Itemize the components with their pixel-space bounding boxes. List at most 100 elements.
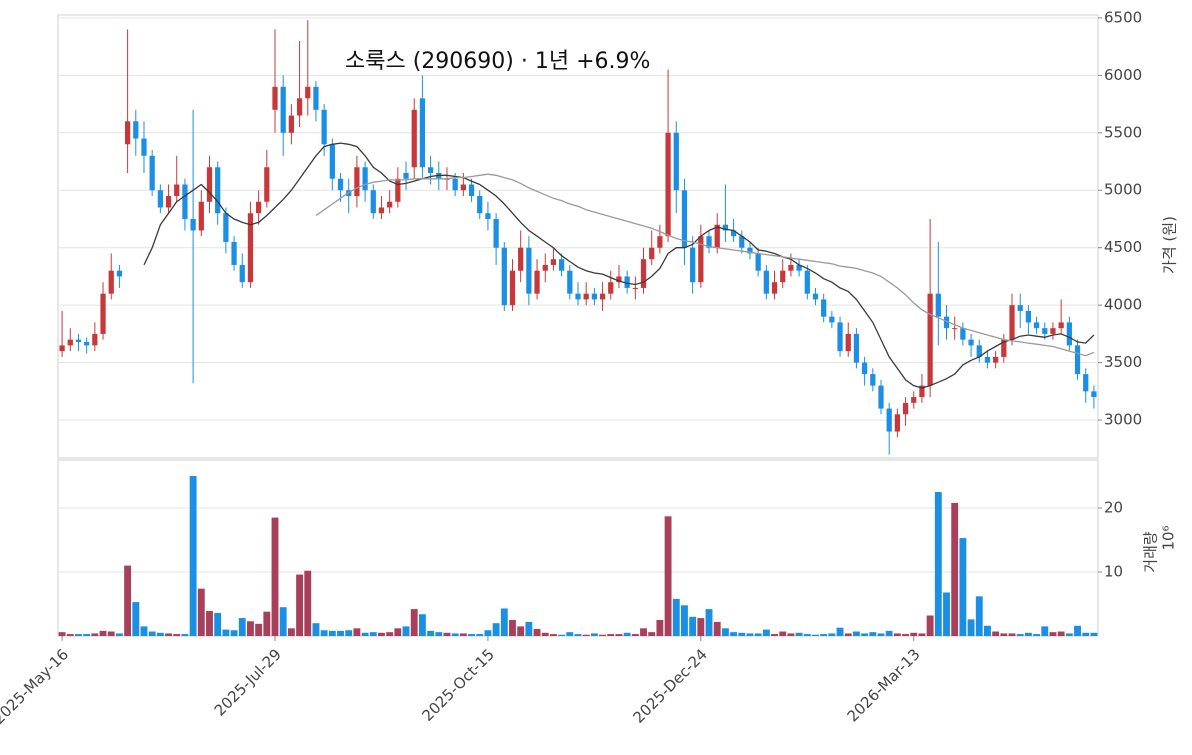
- candle-body: [174, 184, 180, 196]
- volume-bar: [468, 634, 475, 636]
- volume-bar: [558, 634, 566, 636]
- volume-bar: [844, 633, 852, 636]
- candle-body: [730, 230, 737, 237]
- volume-axis-label: 거래량: [1142, 531, 1160, 573]
- volume-bar: [427, 630, 435, 636]
- volume-bar: [492, 623, 500, 636]
- candle-body: [829, 316, 835, 323]
- candle-body: [1083, 374, 1089, 392]
- candle-body: [681, 190, 688, 248]
- candle-body: [1058, 322, 1064, 329]
- candle-body: [313, 86, 319, 110]
- candle-body: [960, 328, 966, 340]
- candle-body: [215, 167, 221, 214]
- volume-bar: [320, 630, 328, 636]
- volume-bar: [771, 634, 778, 636]
- volume-bar: [754, 633, 762, 636]
- candle-body: [378, 207, 385, 214]
- volume-bar: [197, 588, 205, 636]
- volume-bar: [812, 634, 819, 636]
- volume-bar: [279, 607, 287, 636]
- volume-bar: [296, 574, 304, 636]
- volume-bar: [574, 634, 582, 636]
- candle-body: [821, 299, 827, 317]
- candle-body: [206, 167, 213, 202]
- candle-body: [427, 167, 434, 174]
- y-tick-label: 5000: [1104, 181, 1142, 199]
- candle-body: [124, 121, 131, 145]
- candle-body: [133, 121, 139, 139]
- candle-body: [567, 270, 573, 294]
- volume-bar: [353, 628, 361, 636]
- candle-body: [305, 86, 311, 99]
- candle-body: [886, 408, 892, 432]
- volume-bar: [222, 629, 230, 636]
- candle-body: [902, 402, 909, 415]
- volume-bar: [189, 476, 197, 636]
- volume-bar: [83, 634, 91, 636]
- volume-bar: [500, 608, 508, 636]
- candle-body: [804, 270, 810, 294]
- y-tick-label: 20: [1104, 499, 1123, 517]
- volume-bar: [230, 630, 238, 636]
- candle-body: [935, 293, 941, 317]
- volume-bar: [1090, 632, 1098, 636]
- candle-body: [550, 259, 557, 265]
- volume-bar: [689, 616, 697, 636]
- candle-body: [395, 178, 401, 202]
- volume-bar: [214, 612, 222, 636]
- candle-body: [591, 293, 597, 300]
- candle-body: [706, 236, 712, 248]
- volume-bar: [238, 618, 246, 636]
- volume-bar: [247, 621, 254, 636]
- candle-body: [739, 236, 745, 248]
- volume-bar: [304, 570, 312, 636]
- x-tick-label: 2026-Mar-13: [844, 645, 924, 725]
- volume-scale-label: 10⁶: [1160, 525, 1178, 550]
- candle-body: [845, 333, 851, 352]
- candle-body: [92, 333, 98, 346]
- candle-body: [59, 345, 65, 352]
- volume-bar: [951, 502, 959, 636]
- candle-body: [223, 213, 229, 242]
- volume-bar: [648, 632, 656, 636]
- volume-bar: [173, 634, 181, 636]
- candle-body: [763, 270, 769, 294]
- moving-average-line: [315, 173, 1095, 357]
- candle-body: [559, 259, 565, 271]
- candle-body: [477, 195, 483, 214]
- candle-body: [599, 293, 606, 300]
- volume-bar: [893, 633, 901, 636]
- candle-body: [149, 155, 155, 191]
- volume-bar: [681, 605, 688, 636]
- volume-bar: [107, 631, 115, 636]
- volume-bar: [672, 598, 680, 636]
- candle-body: [165, 195, 172, 208]
- volume-bar: [287, 628, 295, 636]
- volume-bar: [869, 632, 877, 636]
- candle-body: [878, 385, 884, 409]
- candle-body: [649, 247, 655, 260]
- volume-bar: [967, 619, 975, 636]
- volume-bar: [746, 633, 754, 636]
- candle-body: [67, 339, 73, 346]
- candle-body: [870, 374, 876, 386]
- volume-bar: [631, 634, 639, 636]
- candle-body: [1066, 322, 1072, 346]
- y-tick-label: 4000: [1104, 296, 1142, 314]
- volume-bar: [607, 634, 615, 636]
- candle-body: [84, 341, 90, 346]
- candle-body: [296, 98, 303, 116]
- volume-bar: [66, 634, 74, 636]
- candle-body: [812, 293, 819, 300]
- volume-bar: [263, 611, 271, 636]
- volume-bar: [418, 614, 426, 636]
- candle-body: [501, 247, 507, 306]
- volume-bar: [1024, 632, 1032, 636]
- candle-body: [984, 356, 991, 363]
- candle-body: [1025, 310, 1032, 323]
- candle-body: [75, 339, 82, 342]
- volume-bar: [820, 634, 828, 636]
- candle-body: [583, 293, 589, 300]
- candle-body: [861, 362, 868, 375]
